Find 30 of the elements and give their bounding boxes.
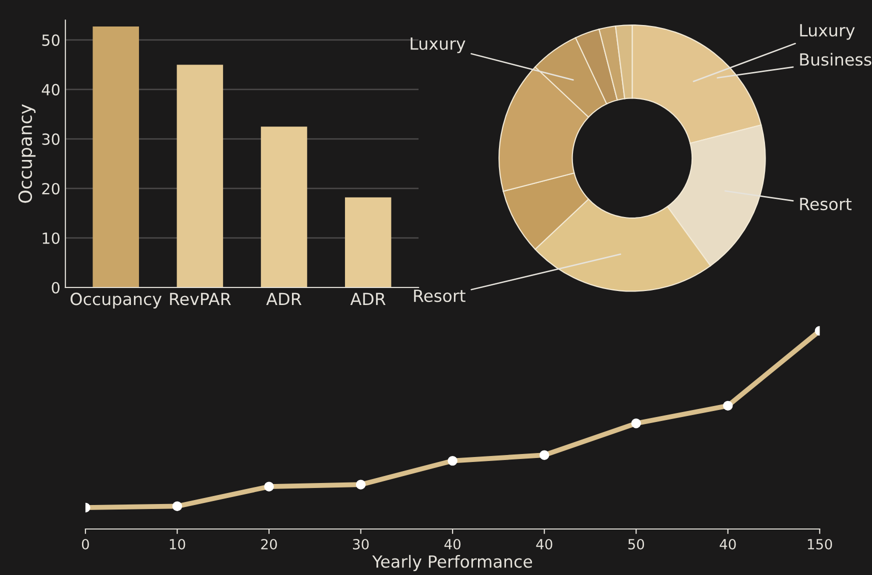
- x-tick-label: 40: [720, 538, 736, 550]
- y-tick-label: 30: [42, 133, 60, 145]
- x-tick-label: 50: [628, 538, 644, 550]
- y-tick-label: 40: [42, 84, 60, 96]
- x-axis-title: Yearly Performance: [372, 554, 532, 572]
- slice-label: Resort: [414, 290, 466, 302]
- y-tick-label: 20: [42, 182, 60, 194]
- x-tick-label: 0: [82, 538, 89, 550]
- bar: [92, 26, 139, 288]
- x-tick-label: Occupancy: [70, 292, 162, 308]
- y-tick-label: 10: [42, 232, 60, 244]
- x-tick-label: 10: [170, 538, 186, 550]
- x-tick-label: 40: [444, 538, 460, 550]
- slice-label: Resort: [800, 198, 852, 210]
- y-tick-label: 0: [52, 282, 60, 294]
- x-tick-label: RevPAR: [170, 292, 231, 306]
- slice-label: Luxury: [800, 24, 855, 40]
- bar: [344, 197, 392, 288]
- bar: [260, 126, 308, 288]
- y-axis-title: Occupancy: [18, 104, 36, 203]
- x-tick-label: 20: [261, 538, 277, 550]
- slice-label: Luxury: [410, 38, 466, 54]
- text: Business: [800, 52, 872, 66]
- x-tick-label: 30: [353, 538, 369, 550]
- x-tick-label: ADR: [350, 292, 386, 306]
- x-tick-label: ADR: [266, 292, 302, 306]
- x-tick-label: 150: [808, 538, 832, 550]
- bar: [176, 64, 224, 288]
- y-tick-label: 50: [42, 34, 60, 46]
- x-tick-label: 40: [536, 538, 552, 550]
